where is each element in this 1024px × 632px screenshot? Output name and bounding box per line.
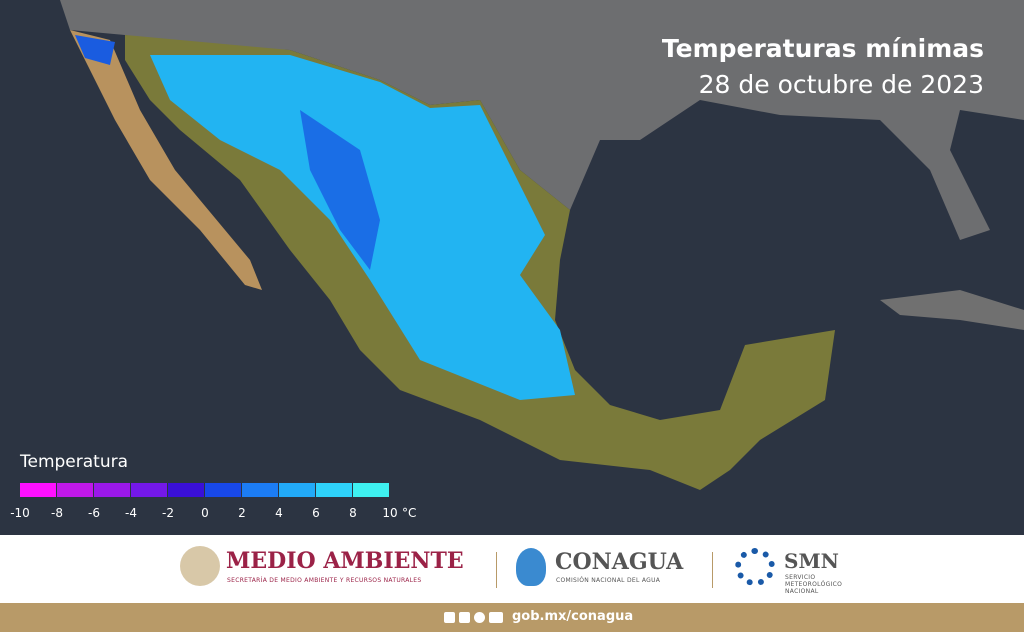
logo-name: MEDIO AMBIENTE [226,548,464,574]
baja-california [70,30,262,290]
legend-swatch [168,483,204,497]
legend-swatch [316,483,352,497]
logo-subtitle: SERVICIO [785,574,816,581]
legend-swatch [205,483,241,497]
legend-tick-label: 0 [201,506,209,520]
semarnat-emblem [180,546,220,586]
legend-tick-label: -10 [10,506,30,520]
legend-tick-label: 6 [312,506,320,520]
legend-tick-label: -2 [162,506,174,520]
coldest-area [300,110,380,270]
conagua-emblem [516,548,546,586]
facebook-icon[interactable] [444,612,455,623]
instagram-icon[interactable] [474,612,485,623]
legend-tick-label: 8 [349,506,357,520]
legend: Temperatura -10 -8 -6 -4 -2 0 2 4 6 8 10 °C [10,450,432,530]
map [0,0,1024,535]
legend-title: Temperatura [20,452,129,472]
cuba [880,290,1024,330]
legend-swatch [94,483,130,497]
separator [712,552,713,588]
legend-swatch [279,483,315,497]
title: Temperaturas mínimas [661,34,984,63]
legend-tick-label: 4 [275,506,283,520]
legend-swatch [353,483,389,497]
legend-swatch [20,483,56,497]
logo-name: SMN [784,549,839,573]
legend-tick-label: -8 [51,506,63,520]
legend-swatch [131,483,167,497]
footer-band [0,535,1024,603]
youtube-icon[interactable] [489,612,503,623]
legend-tick-label: -4 [125,506,137,520]
legend-swatch [57,483,93,497]
separator [496,552,497,588]
legend-unit: °C [402,506,417,520]
north-america [60,0,1024,240]
subtitle: 28 de octubre de 2023 [698,70,984,99]
legend-tick-label: -6 [88,506,100,520]
footer-bar [0,603,1024,632]
link[interactable]: gob.mx/conagua [512,609,634,624]
logo-subtitle: NACIONAL [785,588,819,595]
logo-subtitle: COMISIÓN NACIONAL DEL AGUA [556,577,661,584]
legend-tick-label: 2 [238,506,246,520]
legend-swatch [242,483,278,497]
cold-spot [75,35,115,65]
smn-emblem [735,548,775,586]
twitter-icon[interactable] [459,612,470,623]
logo-subtitle: SECRETARÍA DE MEDIO AMBIENTE Y RECURSOS … [227,577,422,584]
legend-tick-label: 10 [382,506,398,520]
logo-name: CONAGUA [555,549,684,575]
logo-subtitle: METEOROLÓGICO [785,581,843,588]
